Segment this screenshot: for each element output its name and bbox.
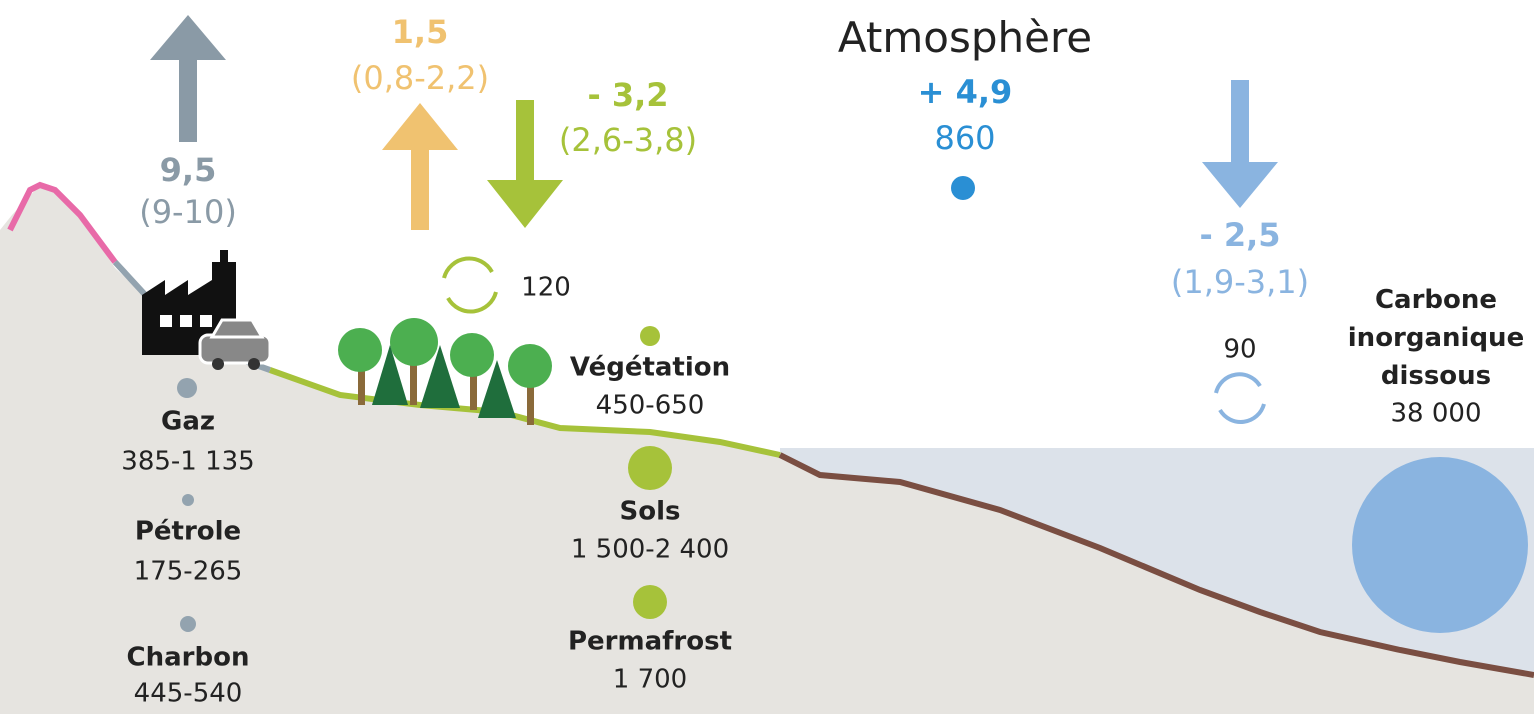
emission-arrow [382,103,458,230]
atmosphere-change: + 4,9 [918,73,1013,111]
stock-value: 1 700 [613,664,687,695]
fossil-arrow [150,15,226,142]
flux-range: (1,9-3,1) [1171,263,1309,301]
flux-range: (0,8-2,2) [351,59,489,97]
stock-name: Carbone inorganique dissous [1341,281,1531,395]
ocean-cycle [1216,374,1264,422]
atmosphere-stock: 860 [934,119,995,157]
soil-dot [628,446,672,490]
gas-dot [177,378,197,398]
page: Atmosphère + 4,9 860 9,5 (9-10) 1,5 (0,8… [0,0,1534,714]
ocean-arrow [1202,80,1278,208]
cycle-label: 120 [521,272,571,303]
stock-value: 38 000 [1391,398,1482,429]
vegetation-dot [640,326,660,346]
cycle-label: 90 [1223,334,1256,365]
ocean-dot [1352,457,1528,633]
permafrost-dot [633,585,667,619]
stock-name: Végétation [570,352,730,383]
stock-name: Permafrost [568,626,732,657]
stock-name: Pétrole [135,516,241,547]
uptake-arrow [487,100,563,228]
flux-range: (2,6-3,8) [559,121,697,159]
stock-value: 450-650 [596,390,705,421]
coal-dot [180,616,196,632]
flux-value: 1,5 [392,13,449,51]
atmosphere-dot [951,176,975,200]
scene [0,0,1534,714]
stock-name: Sols [620,496,681,527]
oil-dot [182,494,194,506]
stock-name: Gaz [161,406,215,437]
stock-value: 385-1 135 [121,446,254,477]
flux-value: 9,5 [160,151,217,189]
veg-cycle [444,258,496,311]
atmosphere-title: Atmosphère [838,13,1092,63]
stock-value: 445-540 [134,678,243,709]
stock-value: 1 500-2 400 [571,534,729,565]
stock-name: Charbon [127,642,250,673]
flux-value: - 2,5 [1199,216,1280,254]
stock-value: 175-265 [134,556,243,587]
flux-value: - 3,2 [587,76,668,114]
flux-range: (9-10) [139,193,237,231]
